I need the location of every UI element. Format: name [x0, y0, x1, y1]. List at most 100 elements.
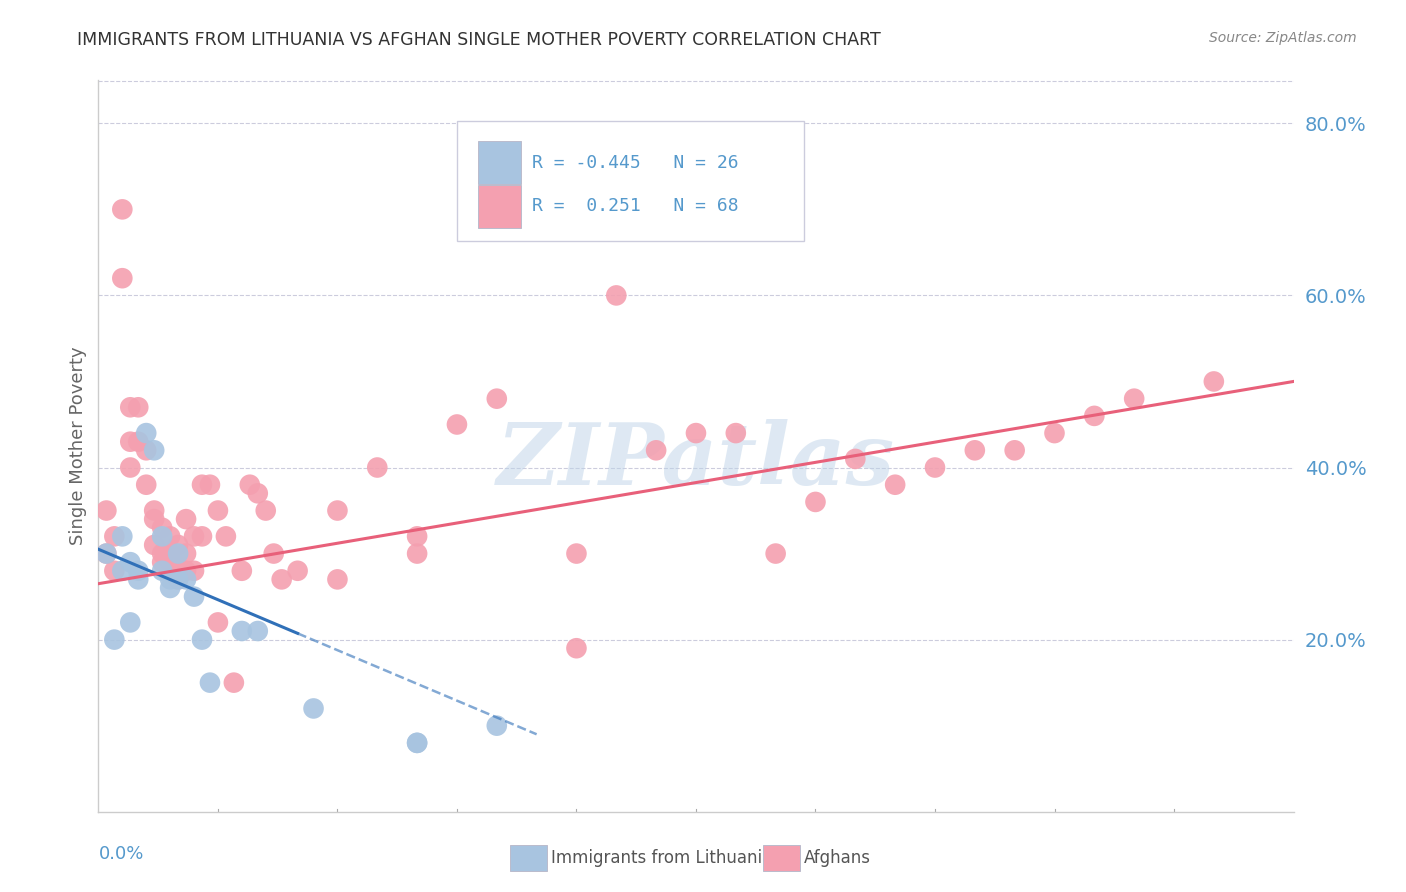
Point [150, 521, 173, 535]
Text: Immigrants from Lithuania: Immigrants from Lithuania [551, 849, 772, 867]
Point [167, 573, 190, 587]
Point [135, 477, 157, 491]
Point [167, 564, 190, 578]
Point [174, 512, 197, 526]
Point [191, 477, 214, 491]
Point [111, 202, 134, 217]
Point [924, 460, 946, 475]
Point [183, 590, 205, 604]
Point [198, 477, 221, 491]
Point [150, 564, 173, 578]
Point [111, 529, 134, 543]
Point [167, 573, 190, 587]
Point [191, 632, 214, 647]
Point [406, 547, 429, 561]
Point [143, 443, 166, 458]
Point [183, 529, 205, 543]
Point [207, 615, 229, 630]
Point [207, 503, 229, 517]
Point [150, 529, 173, 543]
Point [765, 547, 787, 561]
Point [1202, 375, 1225, 389]
Point [96, 547, 118, 561]
Point [246, 624, 269, 638]
Point [246, 486, 269, 500]
Point [270, 573, 292, 587]
Text: Source: ZipAtlas.com: Source: ZipAtlas.com [1209, 31, 1357, 45]
Point [287, 564, 309, 578]
Point [150, 547, 173, 561]
Point [159, 555, 181, 569]
Point [103, 529, 125, 543]
Point [159, 581, 181, 595]
Point [605, 288, 627, 302]
Point [127, 434, 149, 449]
Point [183, 564, 205, 578]
Point [1083, 409, 1105, 423]
Point [120, 555, 142, 569]
Point [159, 573, 181, 587]
Point [724, 426, 747, 441]
Point [143, 512, 166, 526]
Point [1004, 443, 1026, 458]
Point [406, 736, 429, 750]
Point [366, 460, 388, 475]
FancyBboxPatch shape [478, 185, 522, 228]
Point [844, 451, 866, 466]
Point [103, 564, 125, 578]
Point [685, 426, 707, 441]
Point [191, 529, 214, 543]
Point [215, 529, 238, 543]
Point [111, 271, 134, 285]
Point [103, 632, 125, 647]
Text: R =  0.251   N = 68: R = 0.251 N = 68 [533, 197, 740, 216]
Point [1043, 426, 1066, 441]
FancyBboxPatch shape [457, 120, 804, 241]
Point [159, 547, 181, 561]
Point [167, 547, 190, 561]
Point [159, 529, 181, 543]
Point [254, 503, 277, 517]
Point [127, 564, 149, 578]
Point [326, 573, 349, 587]
Point [1123, 392, 1146, 406]
Point [120, 460, 142, 475]
Point [326, 503, 349, 517]
Text: IMMIGRANTS FROM LITHUANIA VS AFGHAN SINGLE MOTHER POVERTY CORRELATION CHART: IMMIGRANTS FROM LITHUANIA VS AFGHAN SING… [77, 31, 882, 49]
Point [120, 401, 142, 415]
Point [231, 624, 253, 638]
FancyBboxPatch shape [478, 141, 522, 184]
Point [231, 564, 253, 578]
Text: R = -0.445   N = 26: R = -0.445 N = 26 [533, 153, 740, 171]
Point [127, 573, 149, 587]
Point [167, 538, 190, 552]
Point [174, 564, 197, 578]
Point [565, 641, 588, 656]
Point [565, 547, 588, 561]
Point [263, 547, 285, 561]
Point [143, 538, 166, 552]
Point [446, 417, 468, 432]
Point [120, 434, 142, 449]
Point [804, 495, 827, 509]
Point [485, 719, 508, 733]
Point [96, 503, 118, 517]
Point [222, 675, 245, 690]
Point [135, 426, 157, 441]
Point [406, 529, 429, 543]
Point [302, 701, 325, 715]
Point [884, 477, 907, 491]
Point [150, 555, 173, 569]
Y-axis label: Single Mother Poverty: Single Mother Poverty [69, 347, 87, 545]
Point [485, 392, 508, 406]
Point [645, 443, 668, 458]
Point [96, 547, 118, 561]
Point [143, 503, 166, 517]
Point [198, 675, 221, 690]
Point [174, 547, 197, 561]
Point [406, 736, 429, 750]
Point [111, 564, 134, 578]
Text: 0.0%: 0.0% [98, 845, 143, 863]
Text: Afghans: Afghans [804, 849, 872, 867]
Point [963, 443, 986, 458]
